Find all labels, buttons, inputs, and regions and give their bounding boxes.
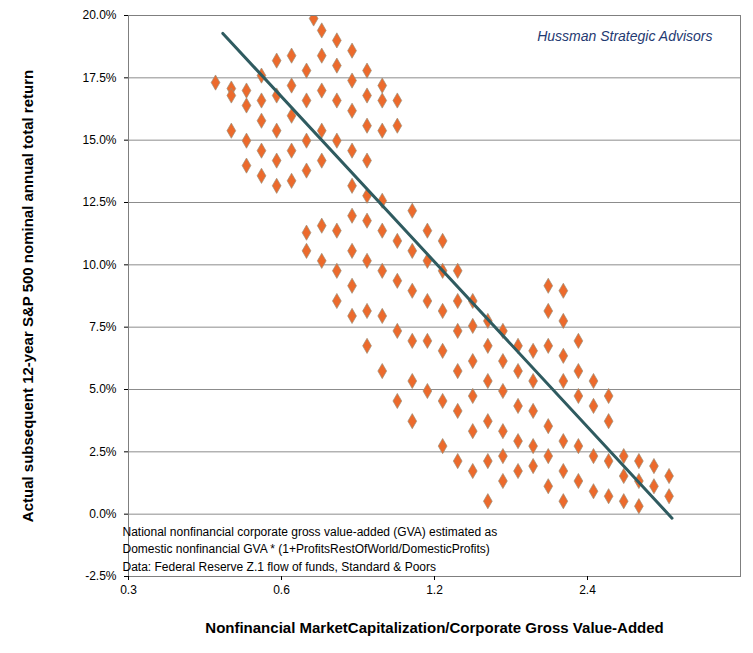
svg-text:10.0%: 10.0% — [82, 258, 116, 272]
svg-text:12.5%: 12.5% — [82, 195, 116, 209]
svg-text:Actual subsequent 12-year S&P: Actual subsequent 12-year S&P 500 nomina… — [19, 70, 36, 522]
svg-text:1.2: 1.2 — [426, 583, 443, 597]
svg-text:National nonfinancial corporat: National nonfinancial corporate gross va… — [123, 525, 498, 574]
svg-text:20.0%: 20.0% — [82, 8, 116, 22]
svg-text:0.0%: 0.0% — [89, 507, 117, 521]
svg-text:Hussman Strategic Advisors: Hussman Strategic Advisors — [537, 28, 712, 44]
svg-text:0.3: 0.3 — [120, 583, 137, 597]
svg-text:7.5%: 7.5% — [89, 320, 117, 334]
svg-text:Nonfinancial MarketCapitalizat: Nonfinancial MarketCapitalization/Corpor… — [205, 619, 663, 636]
svg-text:-2.5%: -2.5% — [85, 569, 117, 583]
svg-text:0.6: 0.6 — [273, 583, 290, 597]
svg-text:17.5%: 17.5% — [82, 71, 116, 85]
svg-text:15.0%: 15.0% — [82, 133, 116, 147]
svg-text:2.5%: 2.5% — [89, 445, 117, 459]
svg-text:5.0%: 5.0% — [89, 382, 117, 396]
svg-text:2.4: 2.4 — [579, 583, 596, 597]
